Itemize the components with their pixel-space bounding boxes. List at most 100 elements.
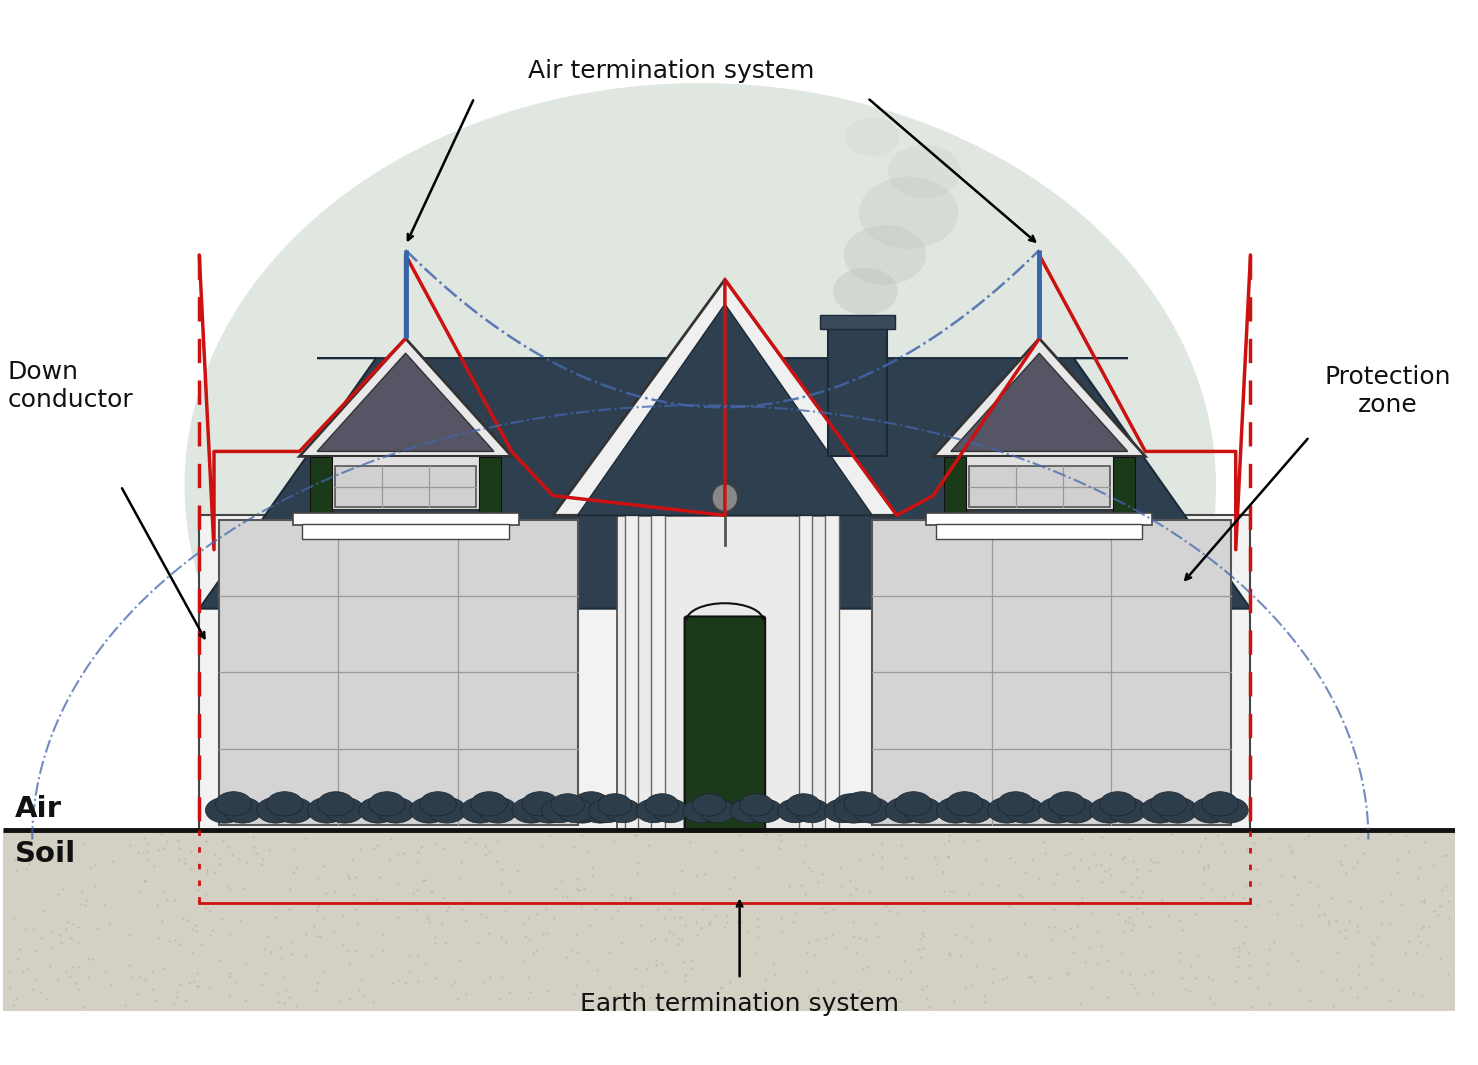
Ellipse shape [599, 793, 631, 816]
Ellipse shape [266, 791, 303, 816]
Ellipse shape [1089, 798, 1128, 823]
Ellipse shape [359, 798, 398, 823]
Ellipse shape [541, 799, 578, 822]
Ellipse shape [307, 798, 346, 823]
Text: Air termination system: Air termination system [528, 59, 814, 83]
Ellipse shape [1048, 791, 1085, 816]
Ellipse shape [1100, 791, 1137, 816]
Ellipse shape [946, 791, 983, 816]
Ellipse shape [427, 798, 466, 823]
Ellipse shape [636, 799, 671, 822]
Text: Soil: Soil [15, 839, 75, 868]
Ellipse shape [746, 799, 782, 822]
Bar [616, 515, 834, 830]
Ellipse shape [216, 791, 251, 816]
Text: Earth termination system: Earth termination system [579, 992, 899, 1016]
Ellipse shape [1202, 791, 1239, 816]
Ellipse shape [885, 798, 924, 823]
Bar [825, 515, 840, 830]
Bar [318, 457, 494, 510]
Ellipse shape [834, 267, 897, 315]
Bar [820, 315, 894, 329]
Ellipse shape [1039, 798, 1077, 823]
Bar [310, 457, 333, 517]
Ellipse shape [471, 791, 507, 816]
Ellipse shape [529, 798, 569, 823]
Ellipse shape [563, 798, 602, 823]
Bar [1113, 457, 1135, 517]
Ellipse shape [786, 793, 820, 816]
Text: Down
conductor: Down conductor [7, 360, 133, 412]
Ellipse shape [652, 799, 689, 822]
Bar [303, 524, 508, 539]
Bar [479, 457, 501, 517]
Ellipse shape [834, 798, 873, 823]
Ellipse shape [739, 793, 773, 816]
Polygon shape [318, 354, 494, 452]
Ellipse shape [844, 225, 927, 284]
Ellipse shape [903, 798, 941, 823]
Ellipse shape [257, 798, 296, 823]
Ellipse shape [522, 791, 559, 816]
Ellipse shape [223, 798, 262, 823]
Bar [944, 457, 965, 517]
Ellipse shape [777, 799, 813, 822]
Polygon shape [200, 358, 1250, 608]
Polygon shape [933, 339, 1145, 457]
Bar [968, 465, 1110, 507]
Bar [798, 515, 813, 830]
Ellipse shape [998, 791, 1035, 816]
Bar [293, 513, 519, 525]
Ellipse shape [987, 798, 1026, 823]
Ellipse shape [420, 791, 457, 816]
Ellipse shape [1159, 798, 1197, 823]
Ellipse shape [588, 799, 624, 822]
Ellipse shape [730, 799, 766, 822]
Ellipse shape [937, 798, 975, 823]
Bar [200, 515, 1250, 830]
Ellipse shape [1107, 798, 1145, 823]
Ellipse shape [683, 799, 718, 822]
Bar [828, 329, 887, 457]
Ellipse shape [1151, 791, 1187, 816]
Ellipse shape [1191, 798, 1230, 823]
Ellipse shape [325, 798, 364, 823]
Ellipse shape [851, 798, 891, 823]
Ellipse shape [888, 145, 961, 198]
Text: Air: Air [15, 794, 62, 823]
Ellipse shape [955, 798, 993, 823]
Ellipse shape [1005, 798, 1043, 823]
Bar [927, 513, 1153, 525]
Ellipse shape [581, 798, 619, 823]
Polygon shape [300, 339, 511, 457]
Bar [936, 524, 1142, 539]
Bar [950, 457, 1128, 510]
Ellipse shape [692, 793, 726, 816]
Ellipse shape [646, 793, 678, 816]
Bar [652, 515, 665, 830]
Ellipse shape [559, 799, 594, 822]
Bar [3, 830, 1454, 1012]
FancyBboxPatch shape [684, 617, 766, 832]
Ellipse shape [573, 791, 609, 816]
Ellipse shape [1141, 798, 1179, 823]
Ellipse shape [479, 798, 517, 823]
Ellipse shape [699, 799, 735, 822]
Ellipse shape [185, 83, 1216, 888]
Bar [625, 515, 638, 830]
Bar [336, 465, 476, 507]
Polygon shape [553, 279, 897, 515]
Ellipse shape [845, 117, 899, 157]
Ellipse shape [409, 798, 448, 823]
Polygon shape [950, 354, 1128, 452]
Ellipse shape [712, 484, 738, 511]
Ellipse shape [1057, 798, 1095, 823]
Ellipse shape [896, 791, 931, 816]
Ellipse shape [377, 798, 415, 823]
Ellipse shape [368, 791, 405, 816]
Ellipse shape [825, 799, 860, 822]
Ellipse shape [1209, 798, 1249, 823]
Ellipse shape [511, 798, 550, 823]
Ellipse shape [318, 791, 355, 816]
Ellipse shape [859, 177, 958, 249]
